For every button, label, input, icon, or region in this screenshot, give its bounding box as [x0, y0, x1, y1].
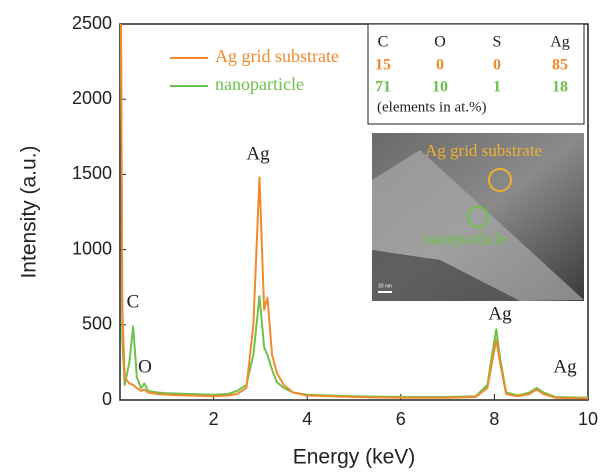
image-label: Ag grid substrate: [425, 141, 542, 160]
marker-circle: [467, 206, 489, 228]
image-label: nanoparticle: [423, 229, 507, 248]
image-region: [372, 250, 520, 301]
inset: Ag grid substrate nanoparticle 30 nm C O S…: [367, 23, 585, 301]
table-header: S: [493, 34, 502, 51]
table-cell: 0: [436, 57, 444, 74]
peak-annotation: C: [127, 291, 140, 312]
x-tick-label: 6: [396, 409, 406, 429]
peak-annotation: O: [138, 356, 152, 377]
table-cell: 71: [375, 79, 391, 96]
x-tick-label: 2: [209, 409, 219, 429]
legend-label: Ag grid substrate: [215, 46, 339, 66]
y-tick-label: 2000: [72, 88, 112, 108]
table-cell: 0: [493, 57, 501, 74]
x-tick-label: 8: [489, 409, 499, 429]
series-line: [120, 24, 588, 400]
legend-label: nanoparticle: [215, 74, 304, 94]
inset-table-box: [367, 23, 585, 125]
x-tick-label: 4: [302, 409, 312, 429]
table-cell: 10: [432, 79, 448, 96]
peak-annotation: Ag: [553, 356, 577, 377]
table-header: O: [434, 34, 446, 51]
marker-circle: [488, 168, 512, 192]
y-tick-label: 0: [102, 389, 112, 409]
table-cell: 85: [552, 57, 568, 74]
table-note: (elements in at.%): [377, 99, 487, 115]
plot-lines: [120, 24, 588, 400]
y-tick-label: 1500: [72, 163, 112, 183]
table-cell: 15: [375, 57, 391, 74]
x-tick-label: 10: [578, 409, 598, 429]
plot-frame: [119, 23, 589, 401]
table-cell: 18: [552, 79, 568, 96]
image-region: [372, 150, 584, 301]
y-axis-label: Intensity (a.u.): [18, 145, 41, 278]
y-tick-label: 2500: [72, 13, 112, 33]
peak-annotation: Ag: [488, 303, 512, 324]
y-tick-label: 1000: [72, 238, 112, 258]
x-axis-label: Energy (keV): [293, 446, 416, 469]
table-header: Ag: [550, 34, 570, 51]
scale-bar-label: 30 nm: [378, 283, 392, 289]
table-header: C: [378, 34, 389, 51]
peak-annotation: Ag: [246, 143, 270, 164]
table-cell: 1: [493, 79, 501, 96]
y-tick-label: 500: [82, 314, 112, 334]
